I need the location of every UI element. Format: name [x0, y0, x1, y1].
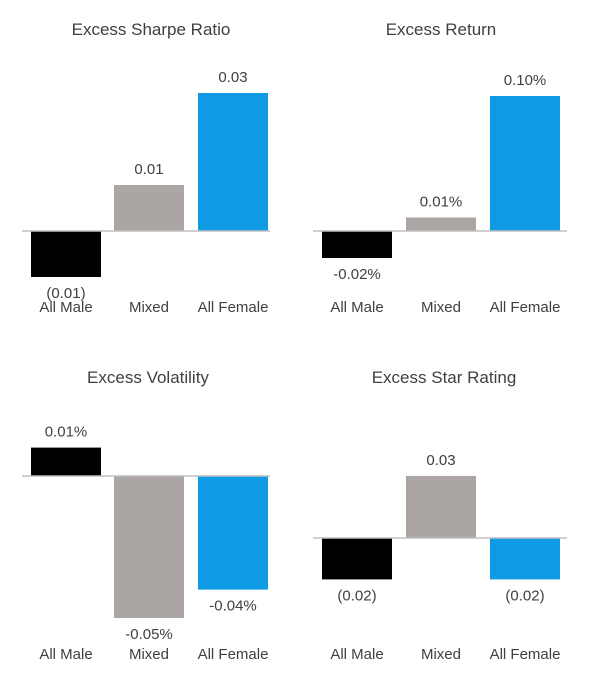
- excess-return-panel: Excess Return -0.02% All Male 0.01% Mixed 0.1…: [313, 20, 567, 316]
- data-label-mixed: -0.05%: [125, 626, 173, 643]
- data-label-all-female: 0.10%: [504, 72, 547, 89]
- bar-all-male: [31, 231, 101, 277]
- data-label-all-male: (0.01): [46, 285, 85, 302]
- bar-all-male: [31, 447, 101, 476]
- chart-title: Excess Star Rating: [372, 368, 517, 387]
- bar-all-female: [198, 476, 268, 590]
- data-label-mixed: 0.01%: [420, 194, 463, 211]
- data-label-all-female: 0.03: [218, 69, 247, 86]
- bar-all-female: [490, 96, 560, 231]
- bar-all-male: [322, 538, 392, 580]
- data-label-all-female: (0.02): [505, 587, 544, 604]
- category-label-all-female: All Female: [490, 646, 561, 663]
- excess-sharpe-ratio-panel: Excess Sharpe Ratio (0.01)All Male 0.01 Mix…: [22, 20, 270, 316]
- data-label-all-female: -0.04%: [209, 598, 257, 615]
- excess-volatility-panel: Excess Volatility 0.01% All Male -0.05% Mixe…: [22, 368, 270, 663]
- bar-mixed: [406, 475, 476, 538]
- category-label-all-male: All Male: [330, 646, 383, 663]
- bar-all-male: [322, 231, 392, 258]
- chart-title: Excess Return: [386, 20, 497, 39]
- data-label-all-male: 0.01%: [45, 424, 88, 441]
- data-label-mixed: 0.01: [134, 161, 163, 178]
- category-label-all-male: All Male: [330, 299, 383, 316]
- chart-title: Excess Sharpe Ratio: [72, 20, 231, 39]
- category-label-all-male: All Male: [39, 299, 92, 316]
- bar-all-female: [198, 93, 268, 231]
- excess-star-rating-panel: Excess Star Rating (0.02) All Male 0.03 Mixe…: [313, 368, 567, 663]
- category-label-mixed: Mixed: [421, 299, 461, 316]
- bar-mixed: [114, 476, 184, 618]
- bar-mixed: [406, 217, 476, 231]
- category-label-mixed: Mixed: [129, 299, 169, 316]
- category-label-mixed: Mixed: [129, 646, 169, 663]
- category-label-all-female: All Female: [198, 299, 269, 316]
- data-label-all-male: (0.02): [337, 587, 376, 604]
- bar-all-female: [490, 538, 560, 580]
- data-label-all-male: -0.02%: [333, 266, 381, 283]
- data-label-mixed: 0.03: [426, 452, 455, 469]
- category-label-all-female: All Female: [198, 646, 269, 663]
- category-label-all-female: All Female: [490, 299, 561, 316]
- bar-mixed: [114, 185, 184, 231]
- chart-title: Excess Volatility: [87, 368, 209, 387]
- category-label-all-male: All Male: [39, 646, 92, 663]
- category-label-mixed: Mixed: [421, 646, 461, 663]
